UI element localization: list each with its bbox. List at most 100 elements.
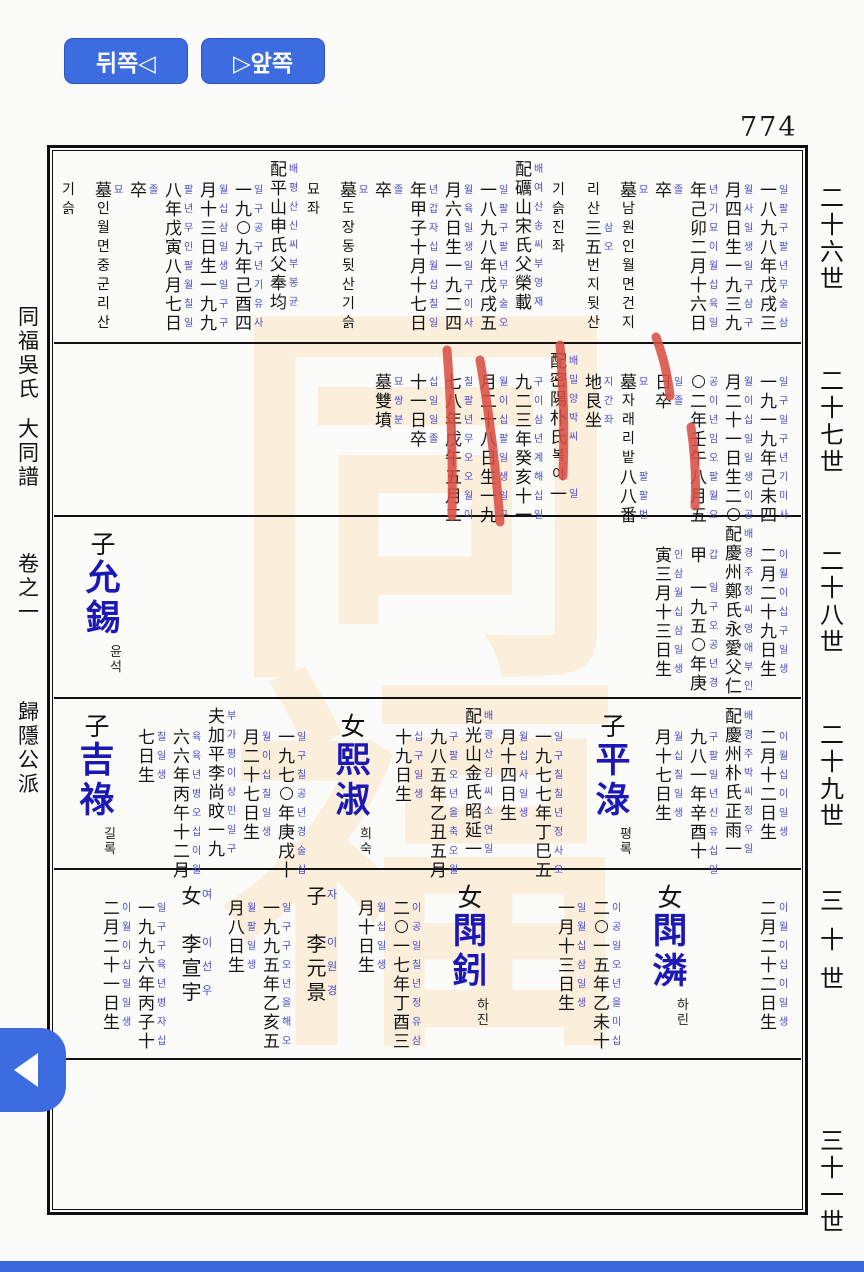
char-token: 리 — [587, 181, 600, 198]
char-token: ○ 공 — [394, 915, 422, 936]
record-column-group: 二 이 ○ 공 一 일 七 칠 年 년 丁 정 酉 유 三 삼 月 월 十 십 日 일 生 생 — [356, 870, 426, 1058]
char-token: 밭 — [622, 449, 635, 466]
generation-label: 二十八世 — [820, 547, 844, 656]
previous-page-button[interactable]: 뒤쪽◁ — [64, 38, 188, 84]
genealogy-column: 二 이 ○ 공 一 일 七 칠 年 년 丁 정 酉 유 三 삼 — [391, 870, 426, 1058]
char-token: ○ 공 — [691, 370, 719, 391]
char-token: 뒷 — [342, 257, 355, 274]
relation-marker: 女 — [657, 883, 683, 912]
side-nav-back-button[interactable] — [0, 1028, 66, 1112]
person-name: 熙淑 — [335, 740, 371, 821]
char-token: 리 — [97, 295, 110, 312]
generation-label: 三十一世 — [820, 1127, 844, 1236]
char-token: 좌 — [307, 200, 320, 217]
next-page-button[interactable]: ▷앞쪽 — [201, 38, 325, 84]
char-token: ○ 공 — [726, 503, 754, 524]
